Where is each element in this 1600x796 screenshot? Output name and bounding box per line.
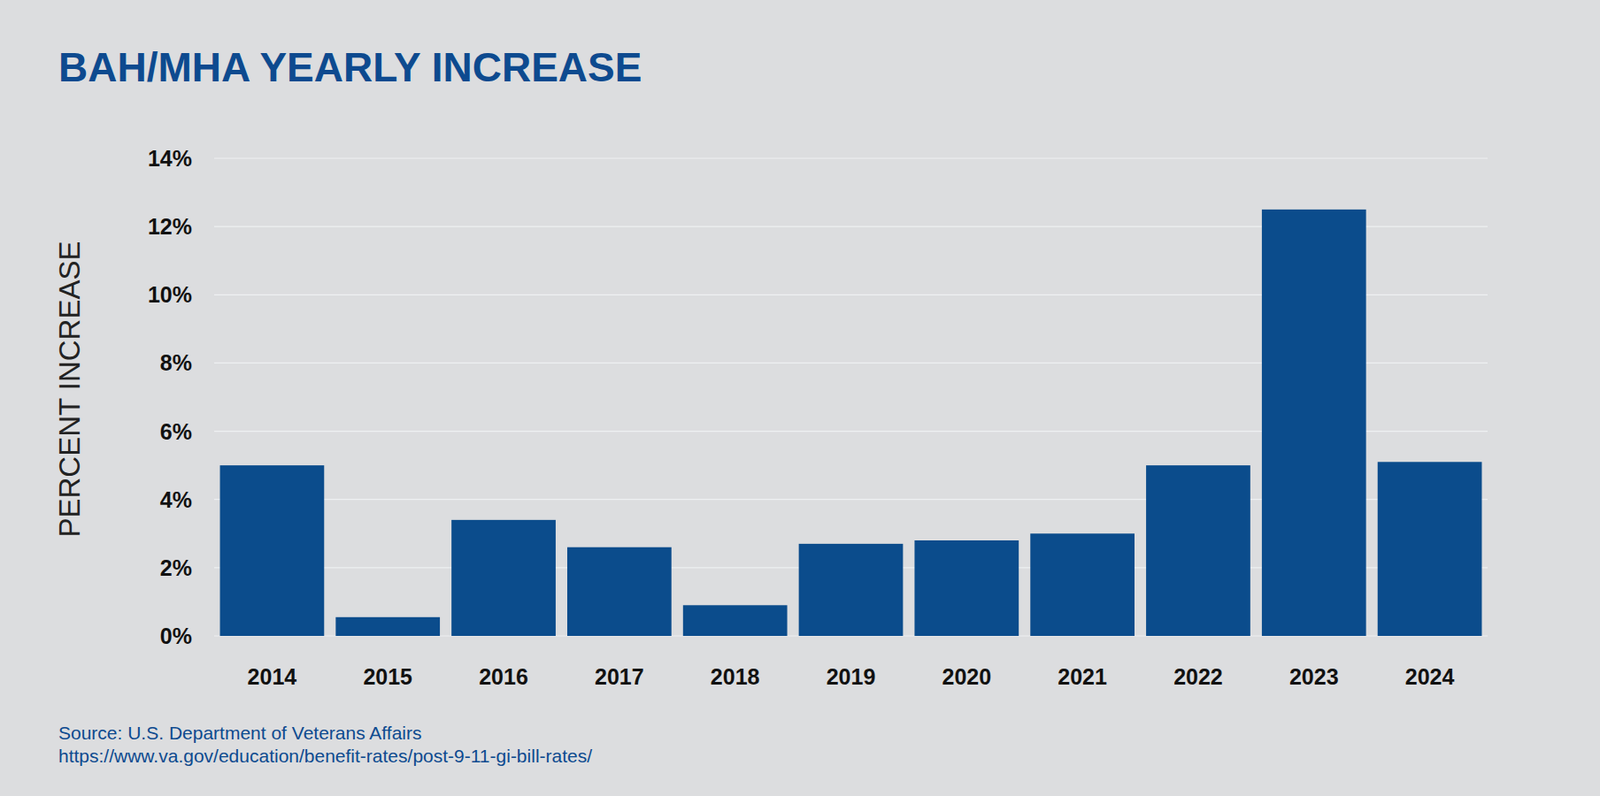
bar [1146, 465, 1251, 637]
x-tick-label: 2024 [1405, 664, 1455, 690]
x-tick-label: 2017 [594, 664, 645, 690]
x-tick-label: 2018 [710, 664, 761, 690]
bar [220, 465, 325, 637]
x-tick-label: 2015 [362, 664, 413, 690]
y-tick-label: 4% [160, 487, 193, 513]
y-axis-label: PERCENT INCREASE [53, 241, 86, 539]
bar [799, 544, 904, 637]
x-tick-label: 2014 [247, 664, 298, 690]
chart-svg: BAH/MHA YEARLY INCREASE PERCENT INCREASE 0… [0, 0, 1600, 796]
x-tick-label: 2023 [1289, 664, 1339, 690]
x-tick-label: 2022 [1173, 664, 1224, 690]
source-note: https://www.va.gov/education/benefit-rat… [58, 746, 593, 767]
bar [1030, 533, 1135, 637]
bars [220, 209, 1483, 637]
source-note: Source: U.S. Department of Veterans Affa… [58, 723, 422, 744]
chart-container: BAH/MHA YEARLY INCREASE PERCENT INCREASE 0… [0, 0, 1600, 796]
bar [683, 605, 788, 637]
bar [335, 617, 440, 637]
grid-line [214, 157, 1488, 159]
y-tick-label: 6% [160, 419, 193, 445]
y-tick-label: 8% [160, 350, 193, 376]
chart-title: BAH/MHA YEARLY INCREASE [58, 44, 642, 91]
y-tick-label: 12% [147, 214, 193, 239]
background [0, 0, 1600, 796]
y-tick-label: 2% [160, 555, 193, 581]
bar [451, 520, 556, 637]
x-tick-label: 2021 [1057, 664, 1108, 690]
x-tick-label: 2016 [478, 664, 529, 690]
x-tick-label: 2019 [826, 664, 877, 690]
bar [1377, 461, 1483, 637]
y-tick-label: 10% [147, 282, 193, 308]
bar [567, 547, 672, 637]
bar [1261, 209, 1367, 637]
y-tick-label: 0% [160, 623, 193, 649]
x-tick-label: 2020 [942, 664, 993, 690]
bar [914, 540, 1019, 637]
y-tick-label: 14% [147, 146, 193, 171]
